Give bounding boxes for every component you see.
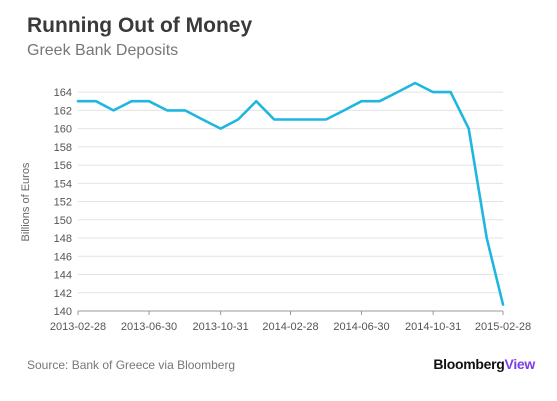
y-tick-label: 162 bbox=[54, 105, 72, 117]
y-tick-label: 146 bbox=[54, 251, 72, 263]
x-tick-label: 2013-02-28 bbox=[50, 321, 106, 333]
y-tick-label: 148 bbox=[54, 233, 72, 245]
chart-subtitle: Greek Bank Deposits bbox=[27, 42, 179, 59]
y-tick-label: 164 bbox=[54, 87, 72, 99]
x-tick-label: 2013-06-30 bbox=[121, 321, 177, 333]
y-tick-label: 154 bbox=[54, 178, 72, 190]
x-tick-label: 2014-02-28 bbox=[262, 321, 318, 333]
source-note: Source: Bank of Greece via Bloomberg bbox=[27, 358, 236, 372]
y-tick-label: 158 bbox=[54, 142, 72, 154]
y-tick-label: 144 bbox=[54, 270, 72, 282]
series-line bbox=[76, 81, 505, 306]
y-tick-label: 150 bbox=[54, 215, 72, 227]
chart-title: Running Out of Money bbox=[27, 14, 253, 37]
y-tick-label: 152 bbox=[54, 197, 72, 209]
y-tick-label: 142 bbox=[54, 288, 72, 300]
y-tick-label: 156 bbox=[54, 160, 72, 172]
x-tick-label: 2014-06-30 bbox=[333, 321, 389, 333]
bloomberg-view-logo: BloombergView bbox=[433, 356, 535, 372]
logo-text-view: View bbox=[504, 356, 536, 372]
y-tick-label: 160 bbox=[54, 124, 72, 136]
x-tick-label: 2013-10-31 bbox=[192, 321, 248, 333]
x-tick-label: 2014-10-31 bbox=[405, 321, 461, 333]
logo-text-bloomberg: Bloomberg bbox=[433, 356, 505, 372]
x-tick-label: 2015-02-28 bbox=[475, 321, 531, 333]
y-tick-label: 140 bbox=[54, 306, 72, 318]
